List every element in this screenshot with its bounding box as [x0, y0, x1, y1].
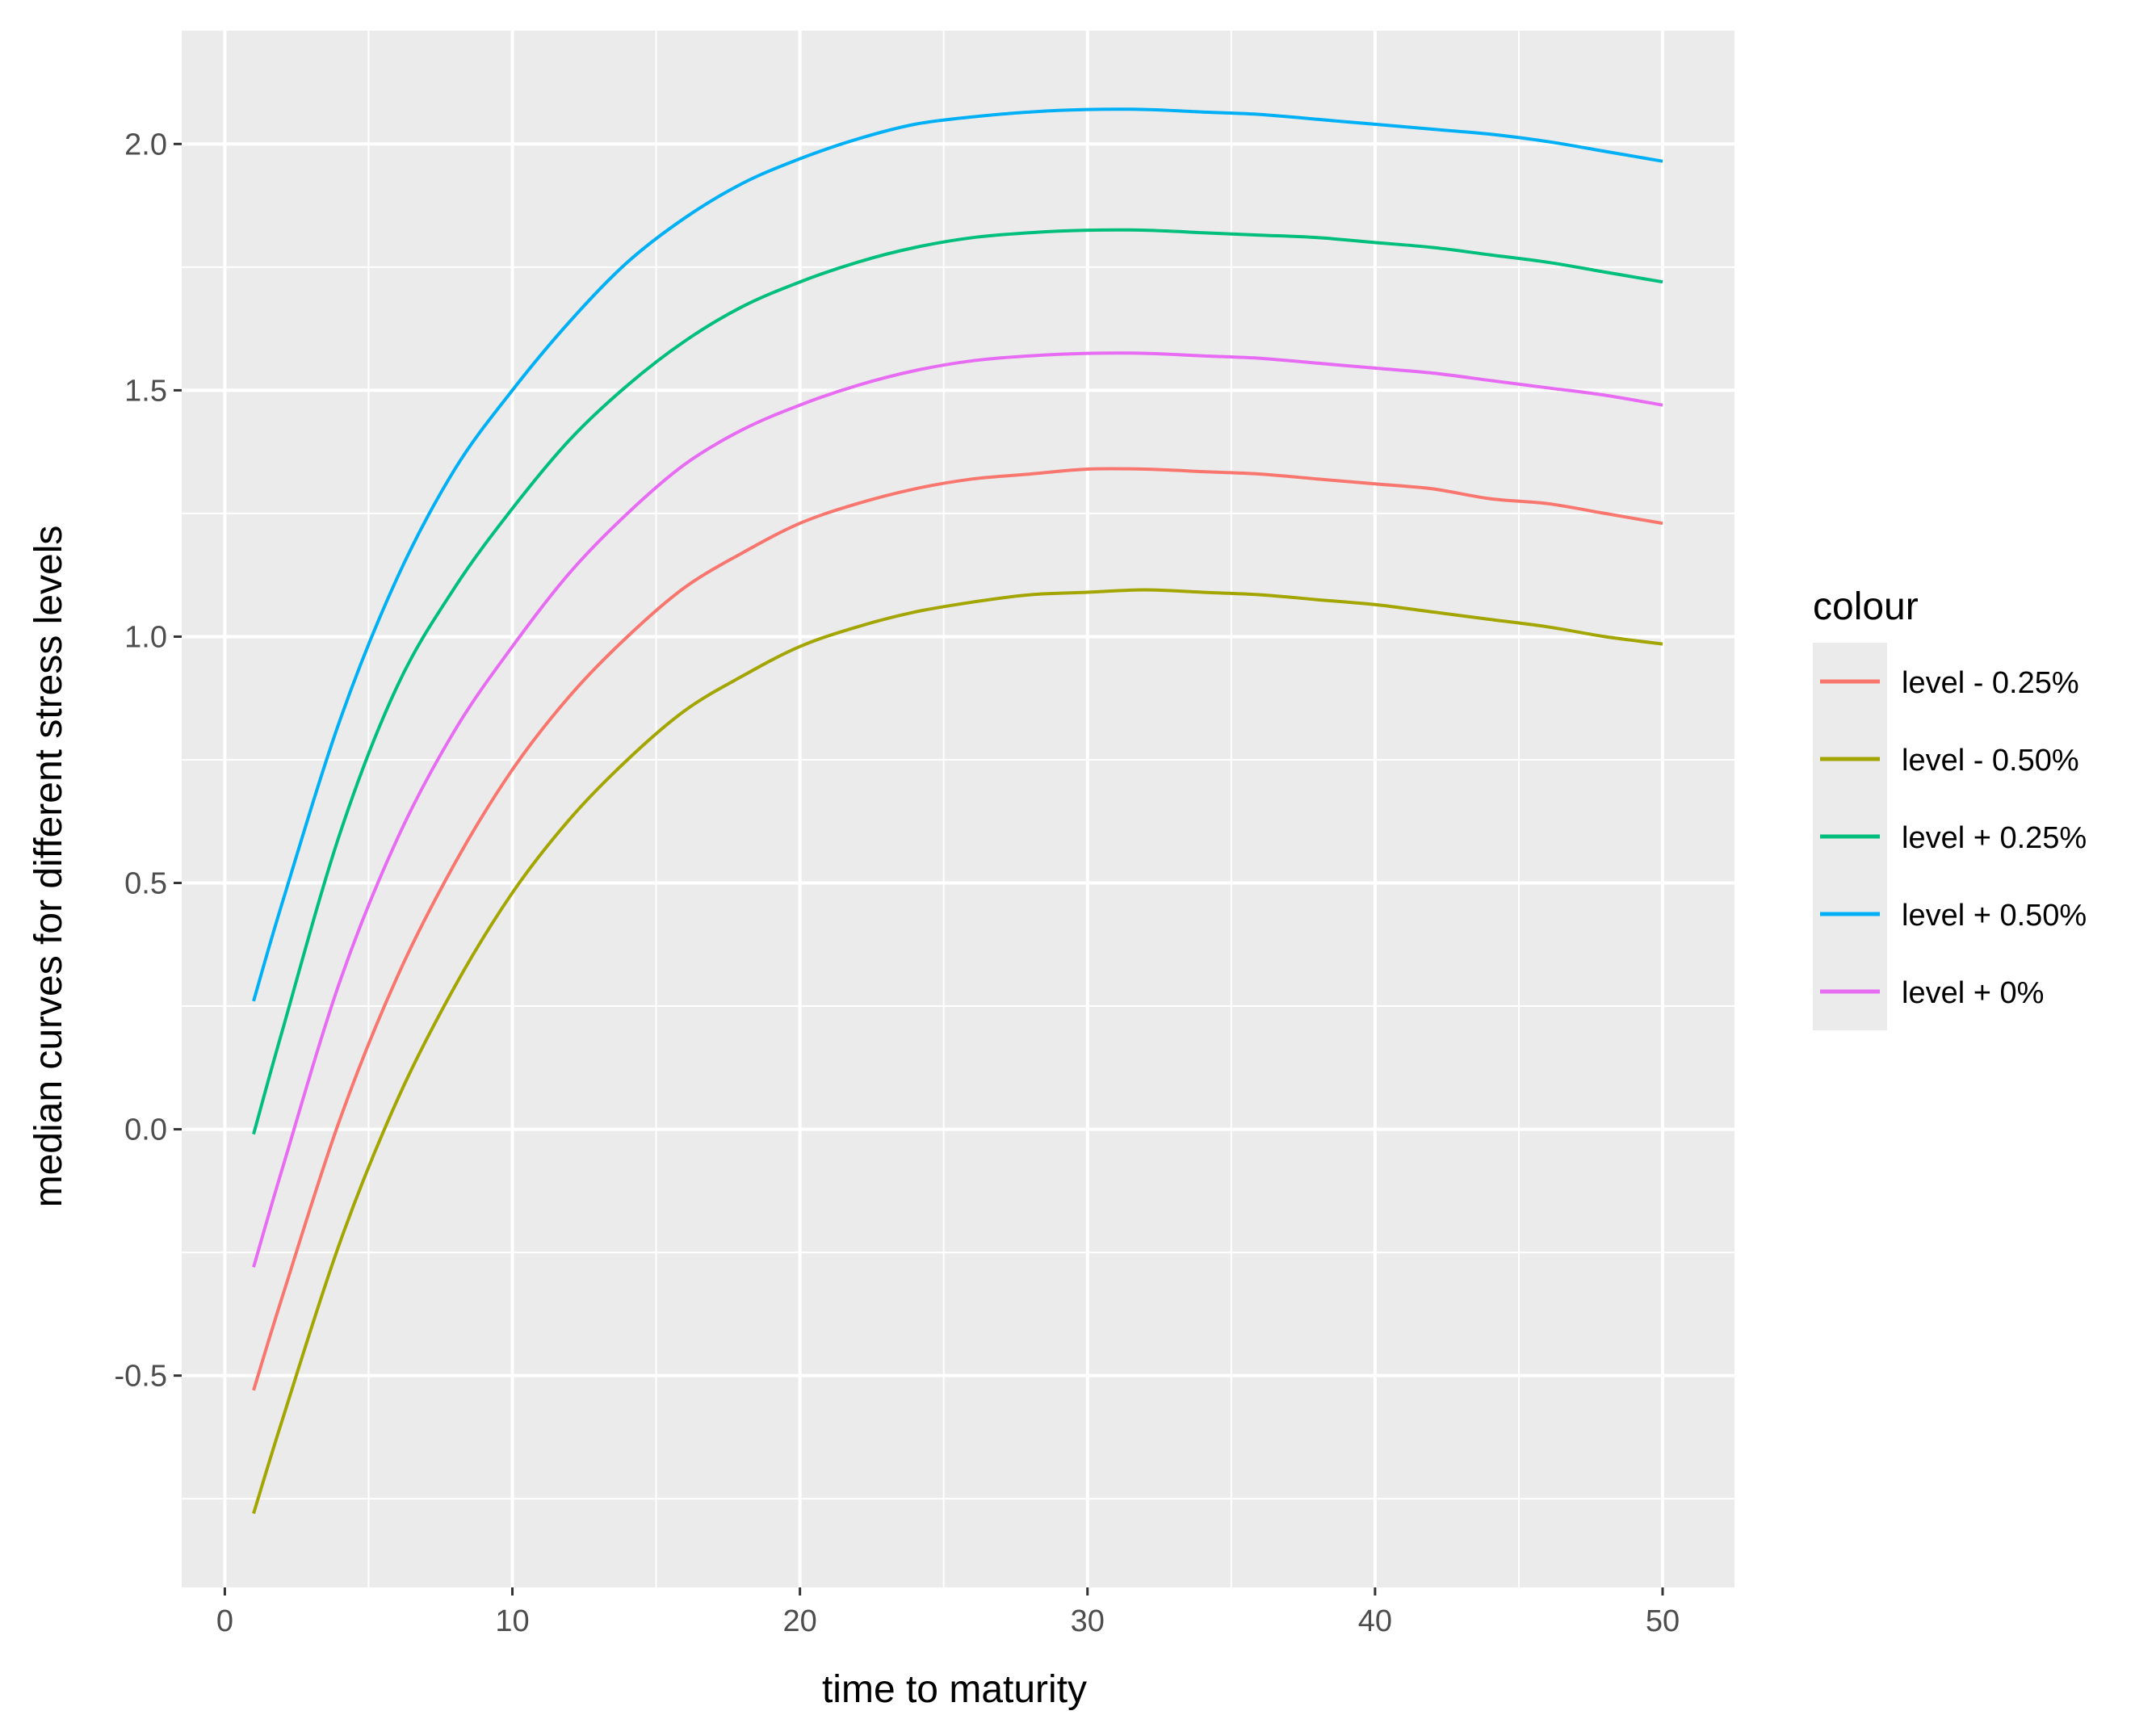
y-tick-label: 2.0: [124, 128, 167, 161]
x-axis-title: time to maturity: [822, 1668, 1087, 1711]
series-line-level-0-25: [252, 467, 1663, 1391]
y-axis-title: median curves for different stress level…: [27, 526, 70, 1208]
legend-label-level-0-25: level + 0.25%: [1902, 821, 2087, 855]
y-tick-label: 1.0: [124, 620, 167, 654]
series-line-level-0: [252, 351, 1663, 1268]
legend: colour level - 0.25% level - 0.50% level +…: [1813, 585, 2087, 1030]
series-line-level-0-50: [252, 107, 1663, 1002]
y-tick-label: 1.5: [124, 374, 167, 408]
series-line-level-0-50: [252, 588, 1663, 1515]
x-tick-label: 10: [495, 1604, 529, 1638]
legend-label-level-0-25: level - 0.25%: [1902, 666, 2079, 700]
x-tick-label: 40: [1358, 1604, 1392, 1638]
x-tick-label: 50: [1646, 1604, 1680, 1638]
x-tick-label: 20: [782, 1604, 816, 1638]
gridlines: [182, 31, 1734, 1587]
legend-label-level-0-50: level - 0.50%: [1902, 744, 2079, 778]
series-line-level-0-25: [252, 228, 1663, 1135]
plot-panel: [182, 31, 1734, 1587]
y-axis: -0.5 0.0 0.5 1.0 1.5 2.0: [115, 128, 182, 1394]
y-tick-label: 0.0: [124, 1113, 167, 1147]
panel-background: [182, 31, 1734, 1587]
x-tick-label: 0: [216, 1604, 233, 1638]
legend-title: colour: [1813, 585, 1919, 628]
y-tick-label: 0.5: [124, 867, 167, 901]
legend-label-level-0-50: level + 0.50%: [1902, 899, 2087, 933]
x-axis: 0 10 20 30 40 50: [216, 1587, 1680, 1638]
legend-label-level-0: level + 0%: [1902, 976, 2044, 1010]
y-tick-label: -0.5: [115, 1360, 167, 1394]
x-tick-label: 30: [1071, 1604, 1105, 1638]
series-lines: [252, 107, 1663, 1515]
